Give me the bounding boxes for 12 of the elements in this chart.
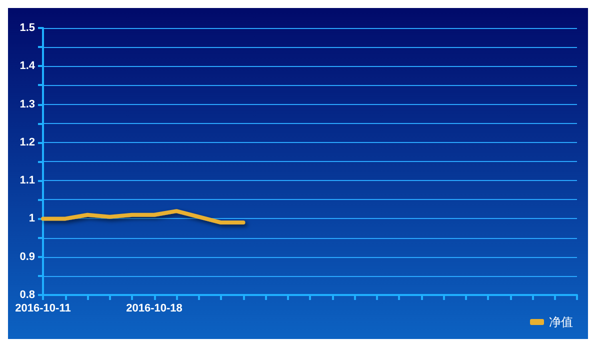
x-tick-label: 2016-10-18 [126, 302, 182, 314]
y-tick-label: 1.4 [20, 60, 36, 72]
y-tick-label: 0.8 [20, 289, 35, 301]
y-tick-label: 1 [28, 212, 35, 225]
y-tick-label: 0.9 [20, 250, 35, 263]
y-tick-label: 1.5 [20, 22, 35, 34]
y-tick-label: 1.1 [20, 174, 35, 187]
legend-label: 净值 [549, 315, 573, 329]
x-tick-label: 2016-10-11 [15, 302, 71, 314]
y-tick-label: 1.2 [20, 136, 35, 148]
line-series [41, 209, 246, 225]
y-tick-label: 1.3 [20, 98, 35, 110]
